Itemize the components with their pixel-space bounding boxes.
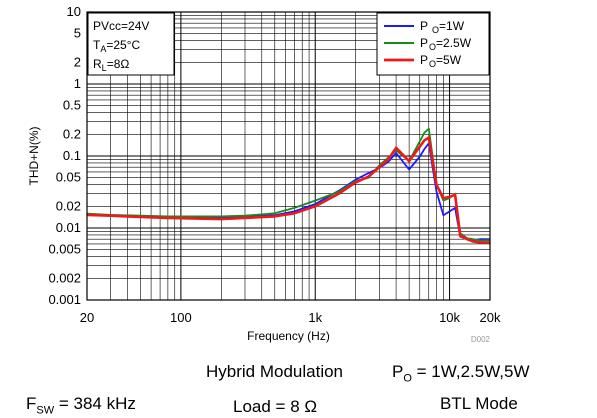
y-tick-label: 1 <box>74 76 81 91</box>
x-tick-label: 20k <box>480 310 501 325</box>
condition-text: TA=25°C <box>93 38 141 54</box>
condition-text: RL=8Ω <box>93 57 129 73</box>
fsw-caption-rest: = 384 kHz <box>54 394 136 413</box>
y-tick-label: 2 <box>74 54 81 69</box>
series-line <box>86 136 490 244</box>
x-axis-title: Frequency (Hz) <box>247 329 330 343</box>
condition-rest: =25°C <box>106 38 140 52</box>
condition-sub: L <box>102 63 107 73</box>
y-tick-label: 5 <box>74 26 81 41</box>
legend-label-rest: =1W <box>439 19 465 33</box>
power-caption-sub: O <box>403 372 412 385</box>
btl-mode-caption: BTL Mode <box>440 394 518 413</box>
fsw-caption-main: F <box>26 394 37 413</box>
figure-code: D002 <box>471 335 491 344</box>
condition-main: PVcc=24V <box>93 19 149 33</box>
y-tick-label: 0.5 <box>63 98 81 113</box>
legend-label-rest: =2.5W <box>436 36 472 50</box>
legend-label: PO=2.5W <box>420 36 472 52</box>
legend-label: P O=1W <box>420 19 465 35</box>
condition-main: R <box>93 57 102 71</box>
legend-label-rest: =5W <box>436 53 462 67</box>
y-tick-label: 0.05 <box>56 170 81 185</box>
legend-label: PO=5W <box>420 53 462 69</box>
y-tick-label: 0.1 <box>63 148 81 163</box>
y-tick-label: 0.001 <box>48 292 81 307</box>
x-tick-label: 100 <box>170 310 192 325</box>
legend-label-main: P <box>420 36 428 50</box>
legend-label-main: P <box>420 53 428 67</box>
x-tick-label: 1k <box>308 310 322 325</box>
y-tick-labels: 0.001 0.002 0.005 0.01 0.02 0.05 0.1 0.2 0.5 1 2 5 1… <box>48 4 81 307</box>
x-tick-label: 20 <box>80 310 94 325</box>
x-tick-label: 10k <box>439 310 460 325</box>
y-tick-label: 0.01 <box>56 220 81 235</box>
load-caption: Load = 8 Ω <box>233 397 318 416</box>
power-caption-rest: = 1W,2.5W,5W <box>411 362 530 381</box>
y-axis-title: THD+N(%) <box>27 126 41 185</box>
x-tick-labels: 20 100 1k 10k 20k <box>80 310 501 325</box>
condition-main: T <box>93 38 101 52</box>
power-caption: PO = 1W,2.5W,5W <box>392 362 530 384</box>
thd-frequency-chart: 0.001 0.002 0.005 0.01 0.02 0.05 0.1 0.2 0.5 1 2 5 1… <box>27 4 501 344</box>
legend-label-main: P <box>420 19 428 33</box>
condition-sub: A <box>100 44 106 54</box>
y-tick-label: 0.2 <box>63 126 81 141</box>
series-line <box>86 142 490 242</box>
power-caption-main: P <box>392 362 404 381</box>
plot-frame <box>86 11 491 301</box>
series-lines <box>86 127 491 244</box>
legend-label-sub: O <box>432 25 439 35</box>
conditions-box: PVcc=24V TA=25°C RL=8Ω <box>87 12 175 76</box>
y-tick-label: 0.002 <box>48 270 81 285</box>
condition-rest: =8Ω <box>107 57 130 71</box>
condition-text: PVcc=24V <box>93 19 149 33</box>
switching-frequency-caption: FSW = 384 kHz <box>26 394 136 416</box>
y-tick-label: 0.02 <box>56 198 81 213</box>
modulation-caption: Hybrid Modulation <box>206 362 344 381</box>
y-tick-label: 0.005 <box>48 242 81 257</box>
fsw-caption-sub: SW <box>36 404 55 417</box>
y-tick-label: 10 <box>67 4 81 19</box>
legend-label-sub: O <box>429 42 436 52</box>
legend-label-sub: O <box>429 59 436 69</box>
